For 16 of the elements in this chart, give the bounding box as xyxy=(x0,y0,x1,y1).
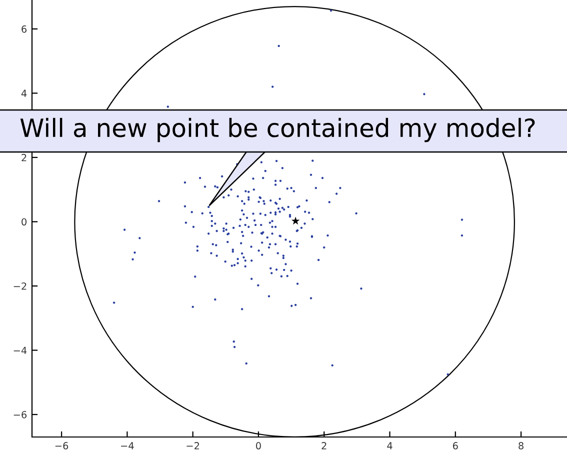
x-tick-label: 2 xyxy=(322,442,326,450)
y-tick-label: 2 xyxy=(22,154,26,162)
y-tick-label: 6 xyxy=(22,25,27,33)
x-tick-label: 6 xyxy=(452,442,458,450)
y-tick-label: −6 xyxy=(14,410,27,418)
x-tick-label: 8 xyxy=(518,442,524,450)
y-tick-label: −2 xyxy=(14,282,26,290)
x-tick-label: −6 xyxy=(55,442,68,450)
y-tick-label: 4 xyxy=(21,90,27,97)
x-tick-label: 0 xyxy=(256,442,261,450)
y-tick-label: −4 xyxy=(14,346,27,354)
x-tick-label: −2 xyxy=(186,442,200,450)
y-tick-label: 0 xyxy=(22,218,26,226)
x-tick-label: −4 xyxy=(121,442,134,450)
x-tick-label: 4 xyxy=(387,442,392,450)
annotation: Will a new point be contained my model? xyxy=(20,118,535,142)
